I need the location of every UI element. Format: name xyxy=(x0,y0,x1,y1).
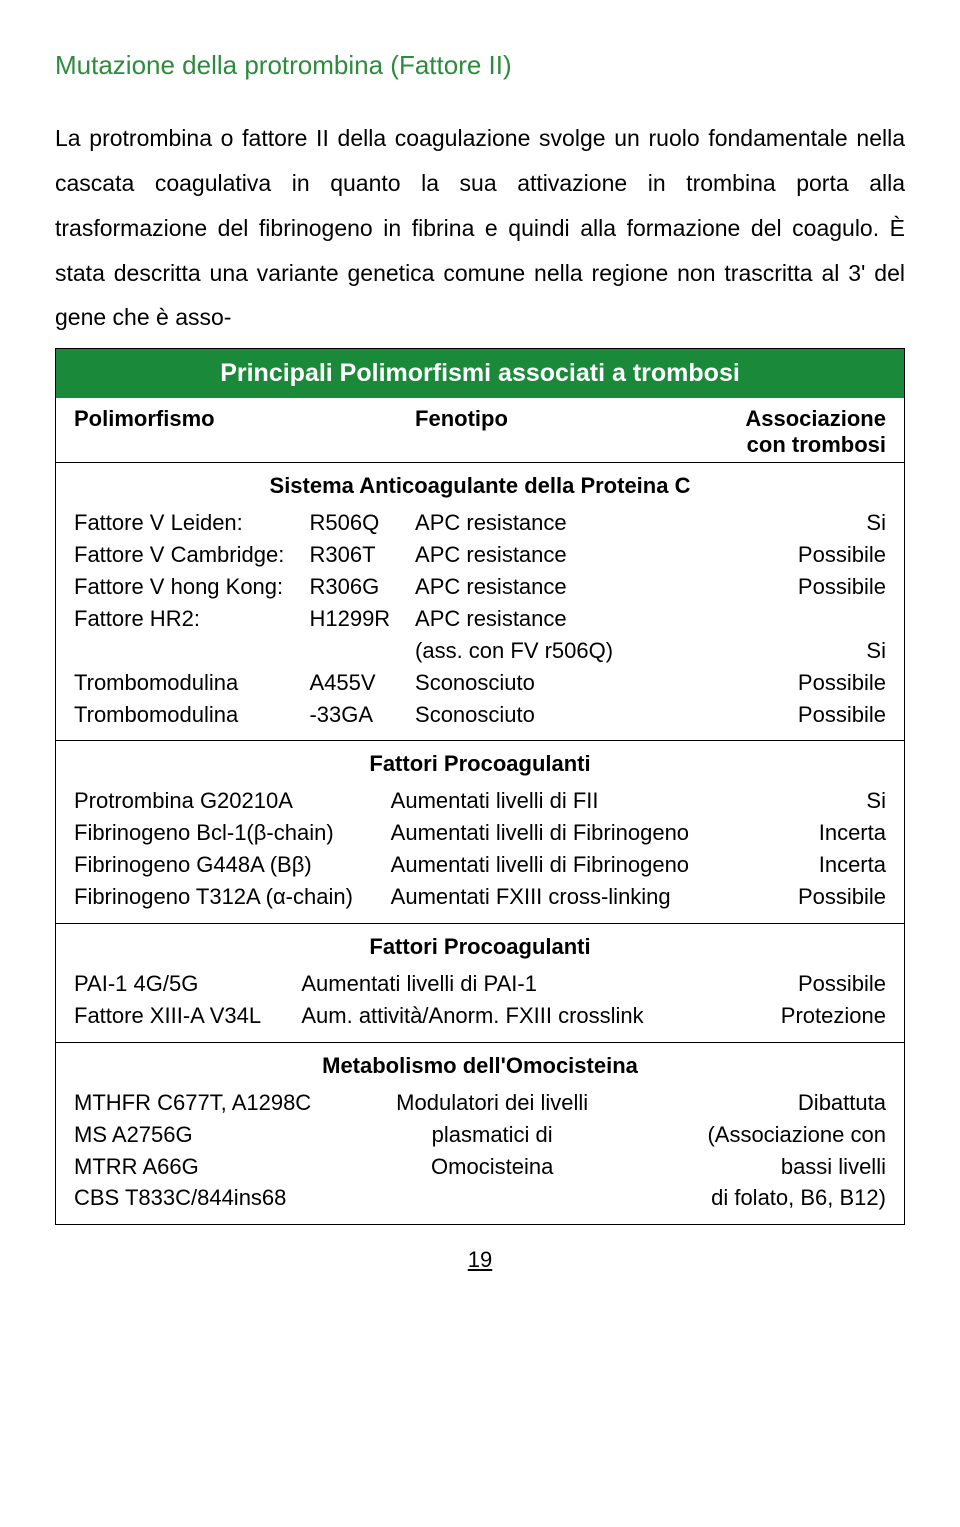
page-number: 19 xyxy=(55,1247,905,1273)
table-row: MS A2756Gplasmatici di(Associazione con xyxy=(74,1119,886,1151)
cell: Possibile xyxy=(740,699,886,731)
table-row: Fibrinogeno Bcl-1(β-chain)Aumentati live… xyxy=(74,817,886,849)
cell: Modulatori dei livelli xyxy=(342,1087,642,1119)
cell: Dibattuta xyxy=(642,1087,886,1119)
cell: bassi livelli xyxy=(642,1151,886,1183)
subheader-anticoagulant: Sistema Anticoagulante della Proteina C xyxy=(74,473,886,499)
cell: Possibile xyxy=(740,539,886,571)
cell: Si xyxy=(740,785,886,817)
cell: APC resistance xyxy=(415,571,740,603)
table-row: Fattore HR2:H1299RAPC resistance xyxy=(74,603,886,635)
col-fenotipo: Fenotipo xyxy=(415,406,659,458)
cell: di folato, B6, B12) xyxy=(642,1182,886,1214)
cell: MS A2756G xyxy=(74,1119,342,1151)
cell: Aumentati livelli di Fibrinogeno xyxy=(391,849,740,881)
section-title: Mutazione della protrombina (Fattore II) xyxy=(55,50,905,81)
cell: -33GA xyxy=(309,699,415,731)
table-row: TrombomodulinaA455VSconosciutoPossibile xyxy=(74,667,886,699)
cell: Fattore V Cambridge: xyxy=(74,539,309,571)
cell: Si xyxy=(740,635,886,667)
section-procoagulant-2: Fattori Procoagulanti PAI-1 4G/5GAumenta… xyxy=(56,924,904,1043)
cell: Protezione xyxy=(707,1000,886,1032)
table-row: MTHFR C677T, A1298CModulatori dei livell… xyxy=(74,1087,886,1119)
cell: plasmatici di xyxy=(342,1119,642,1151)
table-row: Fattore XIII-A V34LAum. attività/Anorm. … xyxy=(74,1000,886,1032)
cell: Fattore V Leiden: xyxy=(74,507,309,539)
col-associazione: Associazione con trombosi xyxy=(659,406,886,458)
cell: PAI-1 4G/5G xyxy=(74,968,301,1000)
cell: H1299R xyxy=(309,603,415,635)
cell: R306T xyxy=(309,539,415,571)
table-title: Principali Polimorfismi associati a trom… xyxy=(56,349,904,398)
section-homocysteine: Metabolismo dell'Omocisteina MTHFR C677T… xyxy=(56,1043,904,1225)
cell: Protrombina G20210A xyxy=(74,785,391,817)
cell: Possibile xyxy=(740,667,886,699)
subheader-procoagulant-1: Fattori Procoagulanti xyxy=(74,751,886,777)
cell: Fibrinogeno G448A (Bβ) xyxy=(74,849,391,881)
cell: Aumentati livelli di PAI-1 xyxy=(301,968,707,1000)
table-row: Fattore V hong Kong:R306GAPC resistanceP… xyxy=(74,571,886,603)
cell: Fibrinogeno Bcl-1(β-chain) xyxy=(74,817,391,849)
cell: APC resistance xyxy=(415,539,740,571)
table-row: MTRR A66GOmocisteinabassi livelli xyxy=(74,1151,886,1183)
cell: Sconosciuto xyxy=(415,699,740,731)
cell: A455V xyxy=(309,667,415,699)
cell: Si xyxy=(740,507,886,539)
cell: Aumentati livelli di FII xyxy=(391,785,740,817)
polymorphism-table: Principali Polimorfismi associati a trom… xyxy=(55,348,905,1225)
cell: Incerta xyxy=(740,817,886,849)
cell: Fibrinogeno T312A (α-chain) xyxy=(74,881,391,913)
cell: Incerta xyxy=(740,849,886,881)
cell: Aum. attività/Anorm. FXIII crosslink xyxy=(301,1000,707,1032)
cell: Possibile xyxy=(740,571,886,603)
table-row: CBS T833C/844ins68 di folato, B6, B12) xyxy=(74,1182,886,1214)
cell: Possibile xyxy=(707,968,886,1000)
section-procoagulant-1: Fattori Procoagulanti Protrombina G20210… xyxy=(56,741,904,924)
cell: APC resistance xyxy=(415,507,740,539)
cell: Trombomodulina xyxy=(74,699,309,731)
cell xyxy=(74,635,309,667)
subheader-homocysteine: Metabolismo dell'Omocisteina xyxy=(74,1053,886,1079)
section-anticoagulant: Sistema Anticoagulante della Proteina C … xyxy=(56,463,904,741)
cell: (ass. con FV r506Q) xyxy=(415,635,740,667)
cell xyxy=(309,635,415,667)
table-row: Fibrinogeno G448A (Bβ)Aumentati livelli … xyxy=(74,849,886,881)
cell: Possibile xyxy=(740,881,886,913)
table-row: PAI-1 4G/5GAumentati livelli di PAI-1Pos… xyxy=(74,968,886,1000)
cell xyxy=(740,603,886,635)
cell: Fattore HR2: xyxy=(74,603,309,635)
cell: MTHFR C677T, A1298C xyxy=(74,1087,342,1119)
cell: Sconosciuto xyxy=(415,667,740,699)
table-row: Fattore V Cambridge:R306TAPC resistanceP… xyxy=(74,539,886,571)
cell: CBS T833C/844ins68 xyxy=(74,1182,342,1214)
table-row: (ass. con FV r506Q)Si xyxy=(74,635,886,667)
cell: Omocisteina xyxy=(342,1151,642,1183)
cell: APC resistance xyxy=(415,603,740,635)
col-assoc-line2: con trombosi xyxy=(747,432,886,457)
body-paragraph: La protrombina o fattore II della coagul… xyxy=(55,116,905,340)
cell: Trombomodulina xyxy=(74,667,309,699)
cell: Aumentati livelli di Fibrinogeno xyxy=(391,817,740,849)
table-row: Trombomodulina-33GASconosciutoPossibile xyxy=(74,699,886,731)
table-row: Protrombina G20210AAumentati livelli di … xyxy=(74,785,886,817)
cell xyxy=(342,1182,642,1214)
cell: Fattore V hong Kong: xyxy=(74,571,309,603)
cell: R306G xyxy=(309,571,415,603)
table-row: Fattore V Leiden:R506QAPC resistanceSi xyxy=(74,507,886,539)
cell: R506Q xyxy=(309,507,415,539)
cell: Aumentati FXIII cross-linking xyxy=(391,881,740,913)
col-assoc-line1: Associazione xyxy=(745,406,886,431)
cell: Fattore XIII-A V34L xyxy=(74,1000,301,1032)
subheader-procoagulant-2: Fattori Procoagulanti xyxy=(74,934,886,960)
cell: MTRR A66G xyxy=(74,1151,342,1183)
table-column-headers: Polimorfismo Fenotipo Associazione con t… xyxy=(56,398,904,463)
cell: (Associazione con xyxy=(642,1119,886,1151)
table-row: Fibrinogeno T312A (α-chain)Aumentati FXI… xyxy=(74,881,886,913)
col-polimorfismo: Polimorfismo xyxy=(74,406,415,458)
